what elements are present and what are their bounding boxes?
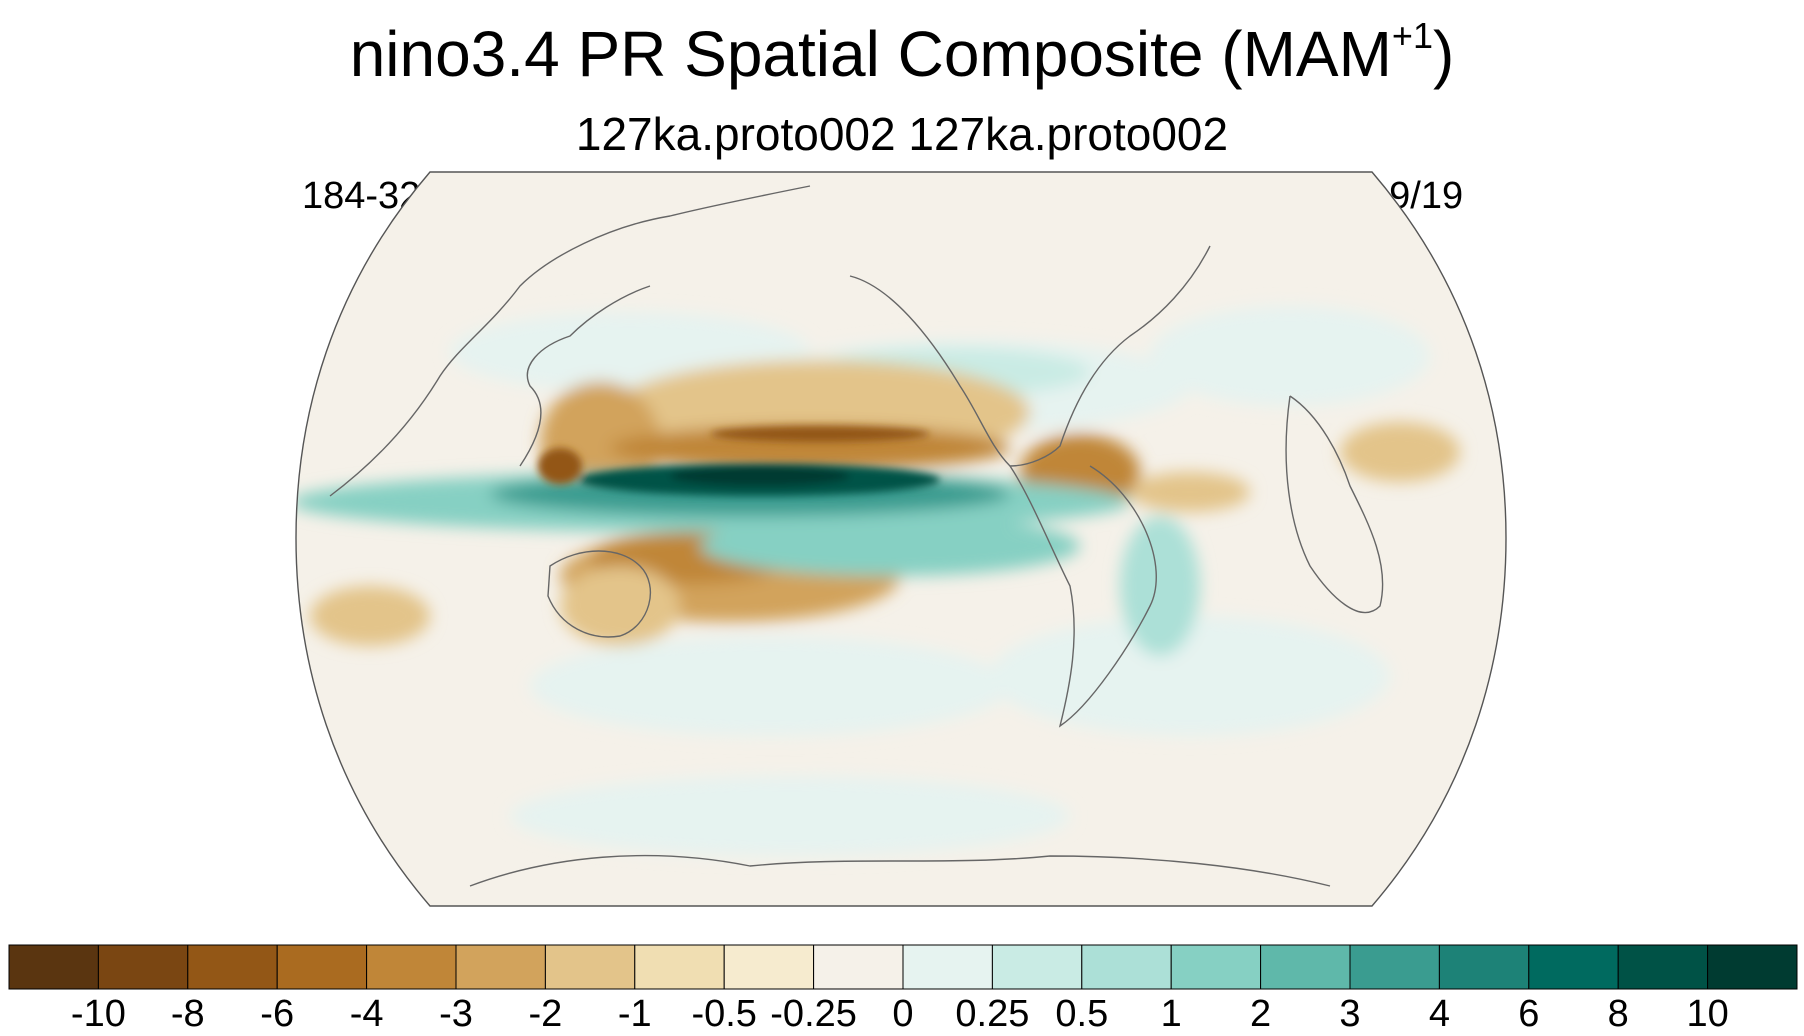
colorbar-tick-label: -0.25 bbox=[770, 993, 857, 1035]
globe-outline bbox=[295, 171, 1507, 907]
antarctica-coast bbox=[469, 854, 1331, 887]
coastlines bbox=[329, 185, 1384, 887]
colorbar-swatch bbox=[1349, 944, 1440, 990]
colorbar-tick-label: 10 bbox=[1686, 993, 1729, 1035]
colorbar-swatch bbox=[366, 944, 457, 990]
colorbar-swatch bbox=[1081, 944, 1172, 990]
colorbar-tick-label: 0.25 bbox=[955, 993, 1030, 1035]
title-superscript: +1 bbox=[1391, 15, 1433, 56]
antarctic-wet bbox=[510, 776, 1070, 856]
map-title: nino3.4 PR Spatial Composite (MAM+1) bbox=[0, 14, 1804, 94]
colorbar-tick-label: 4 bbox=[1428, 993, 1450, 1035]
colorbar-tick-label: 0 bbox=[892, 993, 914, 1035]
colorbar-swatch bbox=[276, 944, 368, 990]
colorbar-tick-label: 0.5 bbox=[1055, 993, 1109, 1035]
title-end: ) bbox=[1432, 18, 1455, 90]
colorbar-swatch bbox=[1170, 944, 1262, 990]
east-asia-coast bbox=[519, 285, 651, 467]
colorbar-tick-label: -3 bbox=[439, 993, 473, 1035]
colorbar-swatch bbox=[991, 944, 1083, 990]
colorbar-swatch bbox=[813, 944, 904, 990]
central-pacific-wet-max bbox=[670, 466, 850, 486]
colorbar bbox=[8, 944, 1798, 990]
colorbar-swatch bbox=[1438, 944, 1530, 990]
map-subtitle: 127ka.proto002 127ka.proto002 bbox=[575, 108, 1229, 160]
colorbar-swatch bbox=[455, 944, 546, 990]
composite-map bbox=[295, 171, 1507, 907]
colorbar-swatch bbox=[902, 944, 993, 990]
colorbar-tick-label: -2 bbox=[528, 993, 563, 1035]
south-pacific-wet bbox=[990, 616, 1390, 736]
colorbar-tick-label: -0.5 bbox=[691, 993, 757, 1035]
north-america-coast bbox=[849, 245, 1211, 467]
colorbar-swatch bbox=[187, 944, 278, 990]
colorbar-swatch bbox=[634, 944, 725, 990]
title-text: nino3.4 PR Spatial Composite (MAM bbox=[349, 18, 1392, 90]
colorbar-swatch bbox=[544, 944, 636, 990]
colorbar-tick-label: -8 bbox=[170, 993, 205, 1035]
colorbar-swatch bbox=[1707, 944, 1798, 990]
colorbar-swatch bbox=[8, 944, 99, 990]
africa-dry bbox=[1340, 422, 1460, 482]
colorbar-tick-label: 2 bbox=[1250, 993, 1272, 1035]
atlantic-dry bbox=[1130, 472, 1250, 512]
colorbar-tick-label: -1 bbox=[617, 993, 652, 1035]
colorbar-tick-label: 1 bbox=[1160, 993, 1182, 1035]
colorbar-swatch bbox=[1617, 944, 1709, 990]
colorbar-swatch bbox=[723, 944, 815, 990]
south-america-coast bbox=[1009, 465, 1157, 728]
colorbar-swatch bbox=[1528, 944, 1619, 990]
colorbar-tick-label: -4 bbox=[349, 993, 384, 1035]
colorbar-swatch bbox=[1260, 944, 1351, 990]
colorbar-tick-label: 8 bbox=[1607, 993, 1629, 1035]
africa-coast bbox=[1285, 395, 1384, 613]
australia-coast bbox=[547, 550, 652, 638]
south-america-wet bbox=[1120, 516, 1200, 656]
maritime-continent-dry-max bbox=[538, 448, 582, 484]
colorbar-swatch bbox=[97, 944, 189, 990]
north-atlantic-wet bbox=[1150, 306, 1430, 406]
colorbar-tick-label: -10 bbox=[70, 993, 126, 1035]
colorbar-tick-label: 3 bbox=[1339, 993, 1361, 1035]
south-pacific-wet-diagonal bbox=[700, 516, 1080, 576]
colorbar-tick-label: -6 bbox=[260, 993, 295, 1035]
colorbar-tick-label: 6 bbox=[1518, 993, 1540, 1035]
australia-dry bbox=[560, 566, 680, 646]
southern-ocean-wet bbox=[530, 636, 1010, 736]
indian-ocean-dry bbox=[310, 586, 430, 646]
eurasia-coast bbox=[329, 185, 811, 497]
north-equatorial-dry-max bbox=[710, 426, 930, 442]
